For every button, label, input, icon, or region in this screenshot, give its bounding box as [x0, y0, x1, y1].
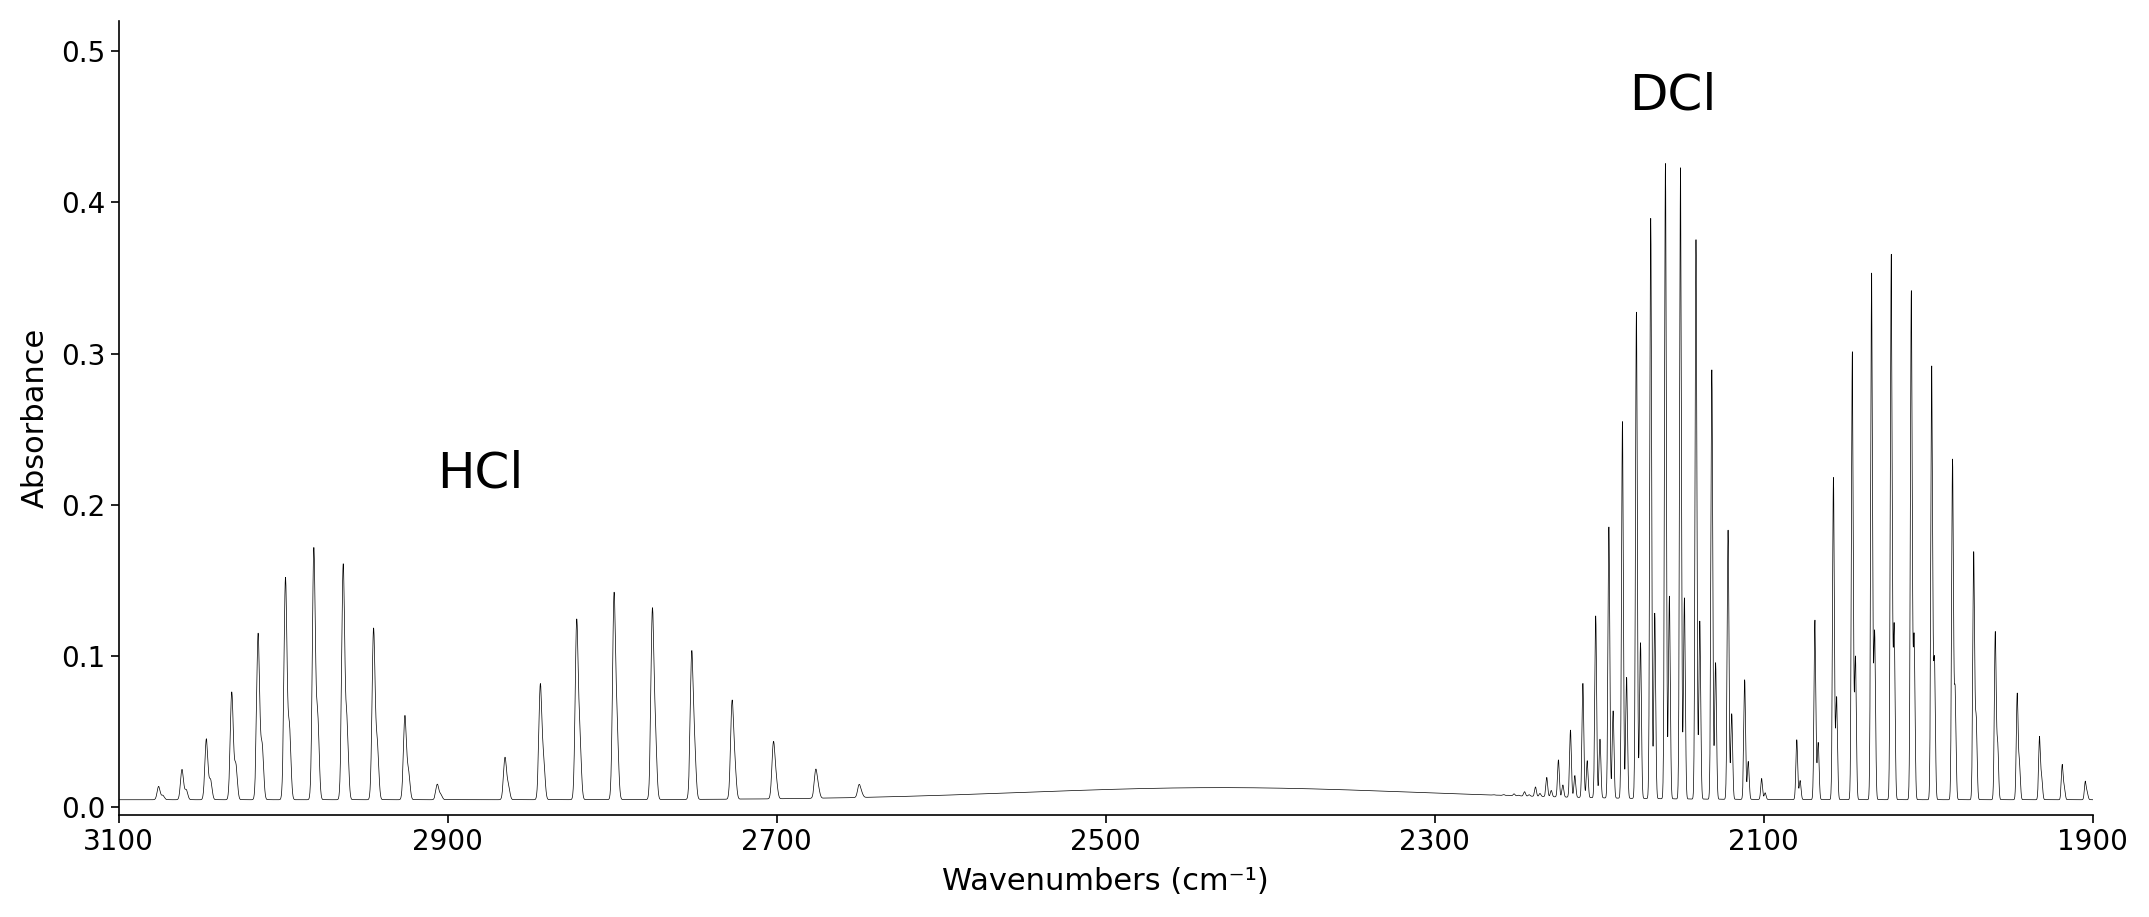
Text: DCl: DCl — [1629, 72, 1717, 119]
Y-axis label: Absorbance: Absorbance — [21, 327, 49, 508]
X-axis label: Wavenumbers (cm⁻¹): Wavenumbers (cm⁻¹) — [941, 867, 1270, 896]
Text: HCl: HCl — [436, 449, 524, 497]
